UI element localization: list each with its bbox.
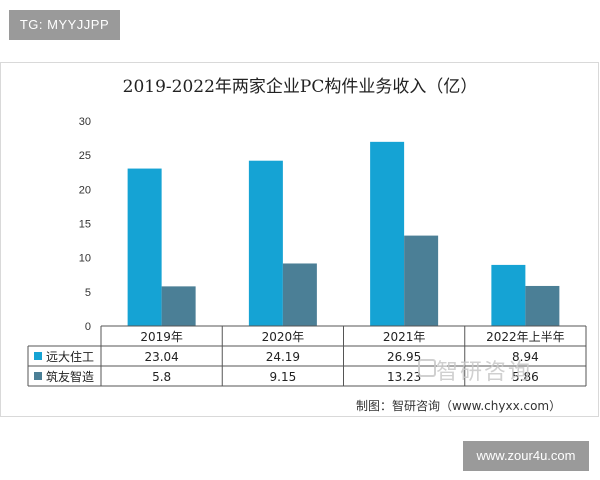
data-label: 5.86 — [512, 370, 539, 384]
bottom-badge: www.zour4u.com — [463, 441, 589, 471]
bar-1 — [370, 141, 405, 326]
y-tick-label: 25 — [79, 150, 91, 162]
legend-swatch-2 — [34, 372, 42, 380]
data-label: 24.19 — [266, 350, 300, 364]
top-tag: TG: MYYJJPP — [9, 10, 120, 40]
bar-1 — [127, 168, 162, 326]
series-name: 远大住工 — [46, 350, 94, 364]
bar-2 — [525, 285, 560, 326]
watermark: 智研咨询 — [436, 360, 533, 385]
bar-2 — [161, 286, 196, 326]
bar-2 — [404, 235, 439, 326]
y-tick-label: 10 — [79, 253, 91, 265]
bar-1 — [248, 160, 283, 326]
data-label: 26.95 — [387, 350, 421, 364]
category-label: 2019年 — [140, 330, 183, 344]
data-label: 9.15 — [270, 370, 297, 384]
series-name: 筑友智造 — [46, 369, 94, 384]
bar-2 — [282, 263, 317, 326]
data-label: 5.8 — [152, 370, 171, 384]
y-tick-label: 0 — [85, 321, 91, 333]
source-note: 制图：智研咨询（www.chyxx.com） — [356, 399, 562, 413]
category-label: 2022年上半年 — [486, 330, 565, 344]
y-tick-label: 15 — [79, 219, 91, 231]
chart-frame — [0, 62, 599, 417]
bar-1 — [491, 264, 526, 326]
data-label: 8.94 — [512, 350, 539, 364]
y-tick-label: 30 — [79, 116, 91, 128]
category-label: 2020年 — [262, 330, 305, 344]
legend-swatch-1 — [34, 352, 42, 360]
watermark-logo-icon — [418, 359, 436, 377]
data-label: 13.23 — [387, 370, 421, 384]
category-label: 2021年 — [383, 330, 426, 344]
y-tick-label: 20 — [79, 184, 91, 196]
y-tick-label: 5 — [85, 287, 91, 299]
chart-title: 2019-2022年两家企业PC构件业务收入（亿） — [122, 77, 478, 97]
data-label: 23.04 — [144, 350, 178, 364]
